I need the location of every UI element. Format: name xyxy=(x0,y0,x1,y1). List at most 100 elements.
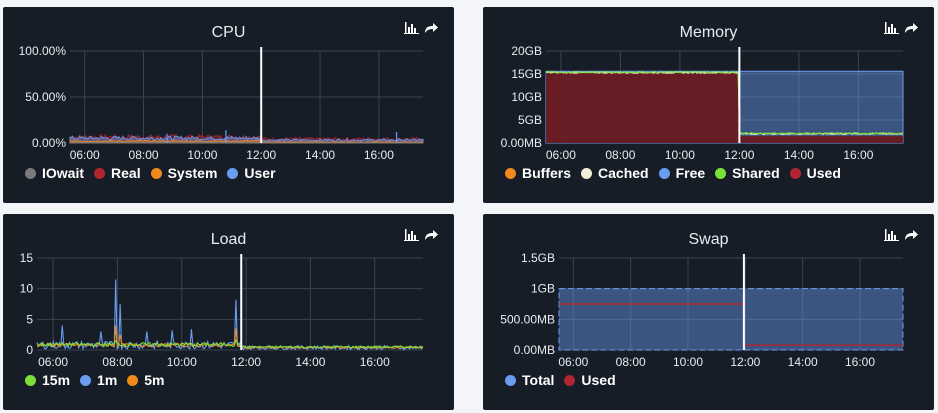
legend-dot xyxy=(25,167,36,179)
panel-toolbar xyxy=(404,228,438,246)
x-tick-label: 16:00 xyxy=(364,148,394,162)
legend-label: Real xyxy=(111,165,141,181)
legend-item-used[interactable]: Used xyxy=(789,165,841,181)
legend-dot xyxy=(715,167,727,179)
legend-dot xyxy=(127,374,139,386)
x-tick-label: 10:00 xyxy=(187,148,217,162)
cpu-panel: CPU 06:00 08:00 10:00 12:00 14:00 16:00 0.00% 5… xyxy=(3,7,454,203)
y-tick-label: 5 xyxy=(26,312,33,326)
y-tick-label: 1GB xyxy=(531,282,555,296)
legend-dot xyxy=(227,167,239,179)
legend-dot xyxy=(150,167,162,179)
memory-chart: 06:00 08:00 10:00 12:00 14:00 16:00 0.00MB 5GB 1… xyxy=(501,44,904,162)
x-tick-label: 10:00 xyxy=(673,355,703,369)
cpu-legend: IOwait Real System User xyxy=(25,165,276,181)
legend-dot xyxy=(658,167,670,179)
share-icon[interactable] xyxy=(904,21,918,39)
y-tick-label: 15 xyxy=(20,251,34,265)
legend-label: Total xyxy=(522,372,555,388)
memory-legend: Buffers Cached Free Shared Used xyxy=(505,165,841,181)
legend-dot xyxy=(564,374,576,386)
bar-chart-icon[interactable] xyxy=(404,21,419,39)
legend-label: IOwait xyxy=(42,165,85,181)
panel-toolbar xyxy=(884,228,918,246)
legend-item-system[interactable]: System xyxy=(150,165,218,181)
panel-title: CPU xyxy=(211,24,246,41)
series-used-after xyxy=(739,136,903,143)
legend-item-cached[interactable]: Cached xyxy=(581,165,649,181)
legend-item-total[interactable]: Total xyxy=(505,372,554,388)
legend-label: Used xyxy=(806,165,841,181)
swap-panel: Swap 06:00 08:00 10:00 12:00 14:00 16:00 0.00M… xyxy=(483,214,934,410)
legend-dot xyxy=(505,374,516,386)
legend-item-user[interactable]: User xyxy=(227,165,276,181)
panel-title: Memory xyxy=(679,24,738,41)
load-chart: 06:00 08:00 10:00 12:00 14:00 16:00 0 5 10 15 xyxy=(20,251,424,369)
legend-label: Used xyxy=(581,372,616,388)
y-tick-label: 0 xyxy=(26,343,33,357)
x-tick-label: 08:00 xyxy=(102,355,132,369)
share-icon[interactable] xyxy=(904,228,918,246)
x-tick-label: 06:00 xyxy=(70,148,100,162)
legend-label: Shared xyxy=(732,165,780,181)
share-icon[interactable] xyxy=(424,21,438,39)
bar-chart-icon[interactable] xyxy=(404,228,419,246)
panel-toolbar xyxy=(404,21,438,39)
x-tick-label: 10:00 xyxy=(167,355,197,369)
legend-item-real[interactable]: Real xyxy=(94,165,141,181)
legend-item-free[interactable]: Free xyxy=(658,165,705,181)
panel-title: Swap xyxy=(688,231,729,248)
legend-item-shared[interactable]: Shared xyxy=(715,165,780,181)
legend-label: 1m xyxy=(97,372,118,388)
y-tick-label: 5GB xyxy=(518,113,542,127)
x-tick-label: 06:00 xyxy=(558,355,588,369)
bar-chart-icon[interactable] xyxy=(884,228,899,246)
x-tick-label: 12:00 xyxy=(231,355,261,369)
x-tick-label: 14:00 xyxy=(295,355,325,369)
x-tick-label: 14:00 xyxy=(788,355,818,369)
legend-dot xyxy=(581,167,593,179)
y-tick-label: 500.00MB xyxy=(500,312,555,326)
x-tick-label: 08:00 xyxy=(616,355,646,369)
legend-dot xyxy=(80,374,92,386)
legend-item-used[interactable]: Used xyxy=(564,372,616,388)
series-1m xyxy=(36,279,424,351)
y-tick-label: 10 xyxy=(20,282,34,296)
legend-label: User xyxy=(244,165,276,181)
y-tick-label: 15GB xyxy=(511,67,542,81)
memory-panel: Memory 06:00 08:00 10:00 12:00 14:00 16:00 0.0… xyxy=(483,7,934,203)
legend-item-15m[interactable]: 15m xyxy=(25,372,70,388)
legend-dot xyxy=(25,374,36,386)
x-tick-label: 06:00 xyxy=(38,355,68,369)
legend-dot xyxy=(94,167,106,179)
cpu-chart: 06:00 08:00 10:00 12:00 14:00 16:00 0.00% 50.00… xyxy=(19,44,424,162)
y-tick-label: 50.00% xyxy=(25,90,66,104)
legend-item-buffers[interactable]: Buffers xyxy=(505,165,571,181)
load-legend: 15m 1m 5m xyxy=(25,372,165,388)
x-tick-label: 16:00 xyxy=(845,355,875,369)
y-tick-label: 0.00% xyxy=(32,136,66,150)
share-icon[interactable] xyxy=(424,228,438,246)
panel-toolbar xyxy=(884,21,918,39)
legend-label: Buffers xyxy=(522,165,572,181)
x-tick-label: 12:00 xyxy=(246,148,276,162)
x-tick-label: 16:00 xyxy=(360,355,390,369)
legend-item-1m[interactable]: 1m xyxy=(80,372,117,388)
y-tick-label: 1.5GB xyxy=(521,251,555,265)
legend-dot xyxy=(505,167,516,179)
series-iowait xyxy=(69,141,424,144)
legend-dot xyxy=(789,167,801,179)
x-tick-label: 14:00 xyxy=(784,148,814,162)
legend-label: System xyxy=(167,165,218,181)
legend-item-5m[interactable]: 5m xyxy=(127,372,165,388)
x-tick-label: 12:00 xyxy=(730,355,760,369)
x-tick-label: 06:00 xyxy=(546,148,576,162)
bar-chart-icon[interactable] xyxy=(884,21,899,39)
y-tick-label: 0.00MB xyxy=(514,343,555,357)
legend-item-iowait[interactable]: IOwait xyxy=(25,165,84,181)
x-tick-label: 16:00 xyxy=(843,148,873,162)
load-panel: Load 06:00 08:00 10:00 12:00 14:00 16:00 0 5 10 1… xyxy=(3,214,454,410)
legend-label: 5m xyxy=(144,372,165,388)
y-tick-label: 100.00% xyxy=(19,44,67,58)
y-tick-label: 0.00MB xyxy=(501,136,542,150)
